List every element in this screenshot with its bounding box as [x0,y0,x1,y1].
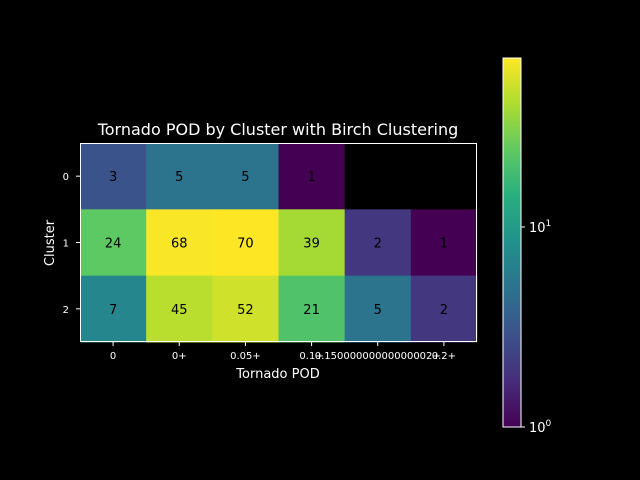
cell-value-label: 21 [303,303,320,318]
heatmap-cell [410,275,478,343]
y-axis-label: Cluster [43,219,58,266]
cell-value-label: 2 [440,303,448,318]
cell-value-label: 24 [105,237,122,252]
cell-value-label: 1 [307,170,315,185]
colorbar-ticks: 100 101 [521,219,552,436]
cell-value-label: 45 [171,303,188,318]
cell-value-label: 2 [374,237,382,252]
colorbar-tick-label: 101 [529,219,551,236]
cell-value-label: 39 [303,237,320,252]
cell-value-label: 5 [374,303,382,318]
x-tick-label: 0.15000000000000002+ [315,351,441,362]
heatmap-cell [80,209,147,277]
y-axis-ticks: 0 1 2 [63,172,80,316]
y-tick-label: 1 [63,239,69,250]
y-tick-label: 2 [63,305,69,316]
x-tick-label: 0.1+ [299,351,323,362]
heatmap-cell [344,143,412,210]
heatmap-cell [344,275,412,343]
heatmap-cell [212,143,279,210]
cell-value-label: 68 [171,237,188,252]
x-tick-label: 0+ [172,351,187,362]
colorbar-tick-label: 100 [529,419,552,436]
x-axis-ticks: 0 0+ 0.05+ 0.1+0.15000000000000002+0.2+ [110,342,456,362]
x-tick-label: 0.2+ [432,351,456,362]
heatmap-cell [278,275,346,343]
cell-value-label: 1 [440,237,448,252]
chart-title: Tornado POD by Cluster with Birch Cluste… [97,120,459,139]
cell-value-label: 5 [175,170,183,185]
heatmap-cell [344,209,412,277]
x-tick-label: 0.05+ [230,351,261,362]
y-tick-label: 0 [63,172,69,183]
heatmap-cell [146,143,213,210]
plot-frame [80,143,477,342]
heatmap-cell [278,209,346,277]
colorbar [502,57,522,428]
heatmap-cells: 3 5 5 124 68 70 39 2 17 45 52 21 5 2 [80,143,478,343]
heatmap-cell [146,209,213,277]
cell-value-label: 5 [241,170,249,185]
heatmap-cell [80,143,147,210]
heatmap-cell [80,275,147,343]
x-axis-label: Tornado POD [235,367,319,382]
heatmap-cell [410,209,478,277]
cell-value-label: 70 [237,237,254,252]
heatmap-cell [146,275,213,343]
cell-value-label: 3 [109,170,117,185]
heatmap-cell [212,275,279,343]
heatmap-cell [212,209,279,277]
heatmap-cell [410,143,478,210]
heatmap-cell [278,143,346,210]
x-tick-label: 0 [110,351,116,362]
cell-value-label: 7 [109,303,117,318]
cell-value-label: 52 [237,303,254,318]
